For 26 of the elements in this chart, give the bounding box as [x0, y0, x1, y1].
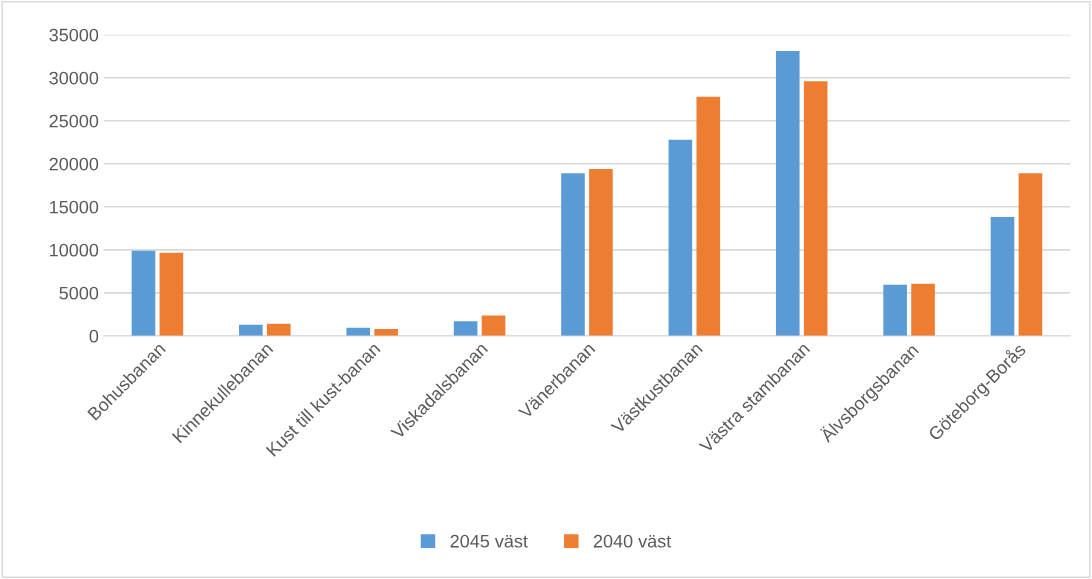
- bar: [239, 324, 263, 336]
- bar: [775, 51, 800, 336]
- bar: [1018, 173, 1043, 336]
- bar: [159, 252, 184, 336]
- bar: [911, 283, 935, 336]
- bar: [453, 321, 478, 336]
- bar: [589, 168, 613, 336]
- bar: [696, 96, 721, 336]
- bar: [481, 315, 506, 336]
- y-tick-label: 35000: [49, 28, 99, 42]
- bar: [131, 250, 156, 336]
- y-tick-label: 20000: [49, 157, 99, 171]
- bar: [883, 284, 907, 336]
- y-tick-label: 5000: [59, 286, 99, 300]
- y-tick-label: 25000: [49, 114, 99, 128]
- y-tick-label: 10000: [50, 243, 99, 257]
- bar: [990, 217, 1015, 336]
- y-tick-label: 0: [89, 329, 99, 343]
- bar: [803, 81, 828, 336]
- bar: [266, 323, 291, 336]
- y-tick-label: 15000: [50, 200, 99, 214]
- legend-label: 2040 väst: [593, 534, 672, 548]
- bar: [561, 173, 585, 336]
- bar: [668, 139, 693, 336]
- legend-label: 2045 väst: [450, 534, 528, 548]
- y-tick-label: 30000: [49, 71, 99, 85]
